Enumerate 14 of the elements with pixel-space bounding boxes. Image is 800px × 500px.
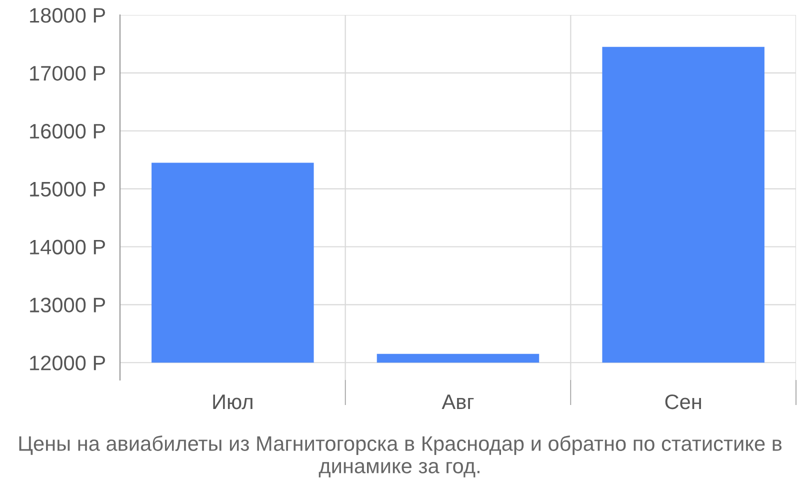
text: Цены на авиабилеты из Магнитогорска в Краснодар и обратно по статистике в динамике за год.: [19, 435, 782, 478]
bar: [376, 354, 540, 363]
y-tick-label: 18000 Р: [30, 8, 106, 23]
x-tick-label: Авг: [442, 394, 474, 409]
y-tick-label: 16000 Р: [30, 124, 106, 139]
bar: [152, 162, 314, 363]
y-tick-label: 12000 Р: [30, 356, 106, 370]
x-tick-label: Июл: [213, 394, 252, 410]
y-tick-label: 17000 Р: [30, 66, 106, 81]
y-tick-label: 13000 Р: [30, 298, 106, 312]
y-tick-label: 14000 Р: [30, 240, 106, 254]
y-tick-label: 15000 Р: [30, 182, 106, 197]
bar: [602, 46, 764, 363]
x-tick-label: Сен: [665, 394, 701, 410]
